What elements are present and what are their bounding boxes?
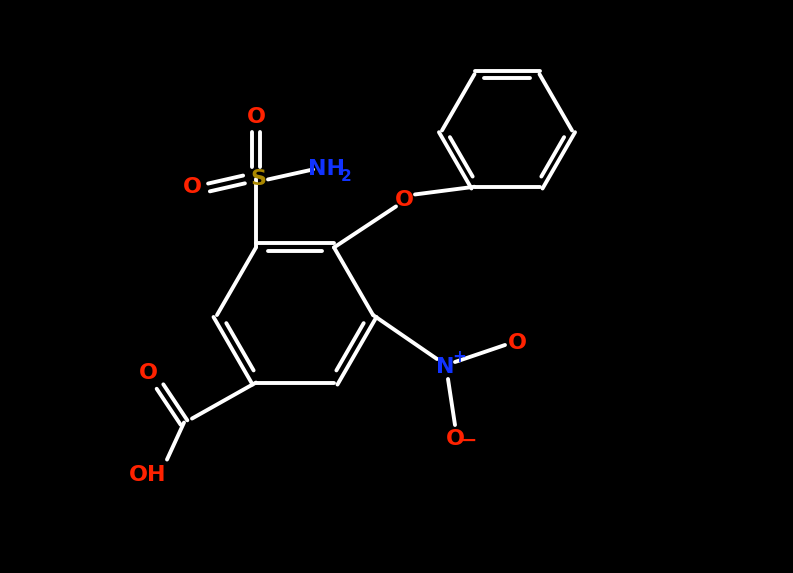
Text: O: O (394, 190, 413, 210)
Text: N: N (435, 357, 454, 377)
Text: −: − (461, 430, 477, 449)
Text: O: O (182, 178, 201, 198)
Text: S: S (250, 170, 266, 190)
Text: +: + (452, 348, 466, 366)
Text: 2: 2 (341, 169, 351, 184)
Text: O: O (139, 363, 158, 383)
Text: OH: OH (129, 465, 167, 485)
Text: O: O (508, 333, 527, 353)
Text: O: O (446, 429, 465, 449)
Text: O: O (247, 108, 266, 127)
Text: NH: NH (308, 159, 344, 179)
